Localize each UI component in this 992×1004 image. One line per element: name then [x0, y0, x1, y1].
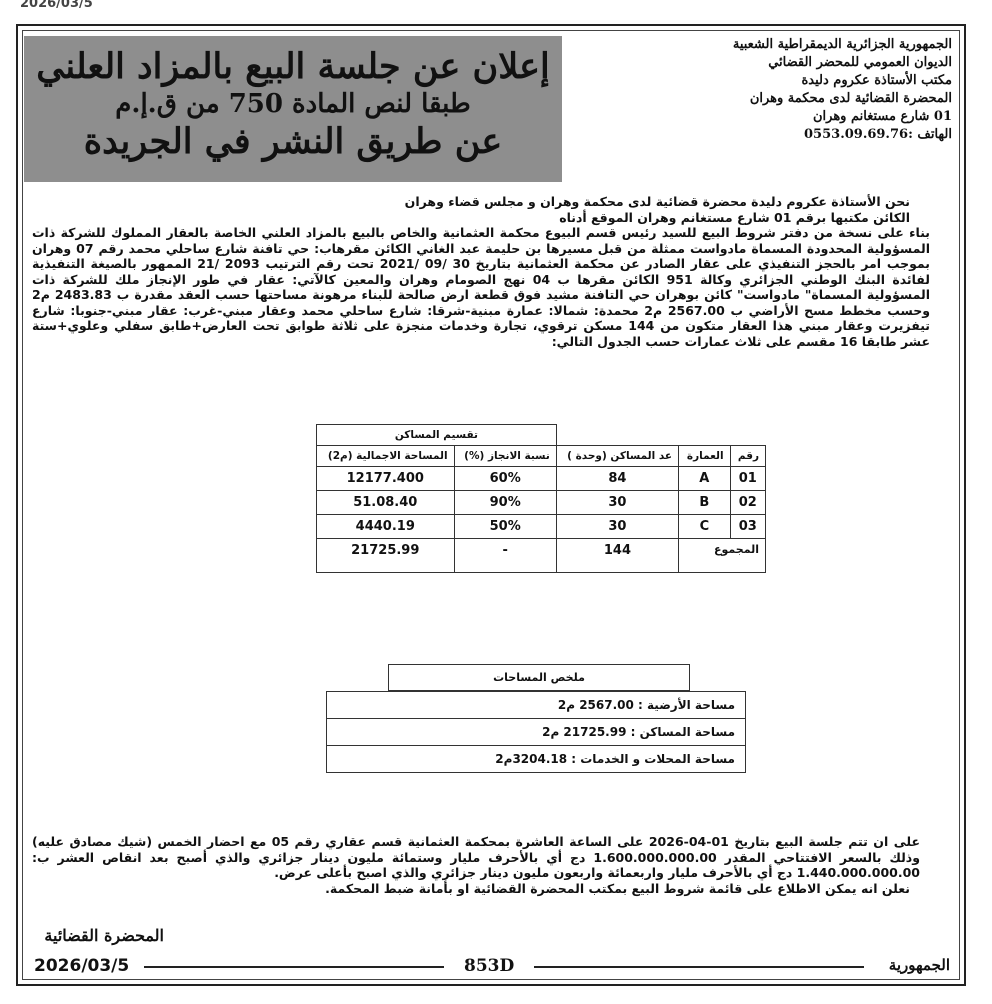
footer-paragraph: نعلن انه يمكن الاطلاع على قائمة شروط الب… — [325, 880, 910, 896]
cell-number: 01 — [729, 466, 767, 491]
total-units: 144 — [555, 538, 680, 573]
notice-frame: إعلان عن جلسة البيع بالمزاد العلني طبقا … — [16, 24, 966, 986]
cell-building: B — [678, 490, 731, 515]
table-row: 01 A 84 60% 12177.400 — [316, 466, 767, 491]
cell-area: 4440.19 — [316, 514, 455, 539]
authority-line: الجمهورية الجزائرية الديمقراطية الشعبية — [732, 37, 952, 52]
table-title: تقسيم المساكن — [316, 424, 557, 446]
table-row: 03 C 30 50% 4440.19 — [316, 514, 767, 539]
cell-number: 03 — [729, 514, 767, 539]
footer-rule-left — [144, 966, 444, 968]
notice-footer-text: على ان تتم جلسة البيع بتاريخ 01-04-2026 … — [32, 834, 950, 896]
top-strip: 2026/03/5 — [0, 0, 992, 18]
footer-rule-right — [534, 966, 864, 968]
total-ratio: - — [453, 538, 557, 573]
table-total-row: المجموع 144 - 21725.99 — [316, 538, 766, 573]
table-row: 02 B 30 90% 51.08.40 — [316, 490, 767, 515]
footer-brand: الجمهورية — [888, 956, 950, 974]
cell-ratio: 60% — [453, 466, 557, 491]
notice-header: إعلان عن جلسة البيع بالمزاد العلني طبقا … — [24, 32, 958, 192]
area-summary: ملخص المساحات مساحة الأرضية : 2567.00 م2… — [326, 664, 746, 773]
total-label: المجموع — [678, 538, 766, 573]
cell-area: 12177.400 — [316, 466, 455, 491]
top-date: 2026/03/5 — [20, 0, 93, 11]
cell-building: A — [678, 466, 731, 491]
table-header-row: رقم العمارة عد المساكن (وحدة ) نسبة الان… — [316, 445, 767, 467]
cell-units: 30 — [555, 490, 680, 515]
banner-line-3: عن طريق النشر في الجريدة — [83, 121, 503, 162]
authority-line: المحضرة القضائية لدى محكمة وهران — [749, 91, 952, 106]
notice-body: نحن الأستاذة عكروم دليدة محضرة قضائية لد… — [32, 194, 950, 349]
table-title-row: تقسيم المساكن — [316, 424, 766, 446]
header-building: العمارة — [678, 445, 731, 467]
total-area: 21725.99 — [316, 538, 455, 573]
summary-rows: مساحة الأرضية : 2567.00 م2 مساحة المساكن… — [326, 691, 746, 773]
footer-paragraph: على ان تتم جلسة البيع بتاريخ 01-04-2026 … — [32, 834, 920, 880]
notice-inner-border — [22, 30, 960, 980]
authority-line: مكتب الأستاذة عكروم دليدة — [801, 73, 952, 88]
body-paragraph: الكائن مكتبها برقم 01 شارع مستغانم وهران… — [559, 209, 910, 225]
body-paragraph: نحن الأستاذة عكروم دليدة محضرة قضائية لد… — [404, 194, 910, 209]
cell-units: 84 — [555, 466, 680, 491]
cell-number: 02 — [729, 490, 767, 515]
authority-line: 01 شارع مستغانم وهران — [812, 109, 952, 124]
cell-ratio: 50% — [453, 514, 557, 539]
title-banner: إعلان عن جلسة البيع بالمزاد العلني طبقا … — [24, 36, 562, 182]
cell-units: 30 — [555, 514, 680, 539]
cell-building: C — [678, 514, 731, 539]
authority-line: الهاتف :0553.09.69.76 — [804, 127, 952, 142]
header-units: عد المساكن (وحدة ) — [555, 445, 680, 467]
summary-title: ملخص المساحات — [388, 664, 690, 691]
header-number: رقم — [729, 445, 767, 467]
summary-row: مساحة المساكن : 21725.99 م2 — [327, 719, 745, 746]
cell-ratio: 90% — [453, 490, 557, 515]
footer-code: 853D — [464, 956, 515, 976]
summary-row: مساحة المحلات و الخدمات : 3204.18م2 — [495, 752, 735, 766]
footer-date: 2026/03/5 — [34, 956, 130, 976]
header-ratio: نسبة الانجاز (%) — [453, 445, 557, 467]
header-area: المساحة الاجمالية (م2) — [316, 445, 455, 467]
issuing-authority: الجمهورية الجزائرية الديمقراطية الشعبية … — [642, 36, 952, 144]
banner-line-2: طبقا لنص المادة 750 من ق.إ.م — [115, 89, 471, 119]
housing-table: تقسيم المساكن رقم العمارة عد المساكن (وح… — [316, 424, 767, 573]
body-paragraph: بناء على نسخة من دفتر شروط البيع للسيد ر… — [32, 225, 931, 349]
page-footer: 2026/03/5 853D الجمهورية — [24, 954, 958, 980]
banner-line-1: إعلان عن جلسة البيع بالمزاد العلني — [36, 46, 550, 87]
signature: المحضرة القضائية — [44, 926, 164, 945]
summary-row: مساحة الأرضية : 2567.00 م2 — [327, 692, 745, 719]
cell-area: 51.08.40 — [316, 490, 455, 515]
authority-line: الديوان العمومي للمحضر القضائي — [768, 55, 952, 70]
